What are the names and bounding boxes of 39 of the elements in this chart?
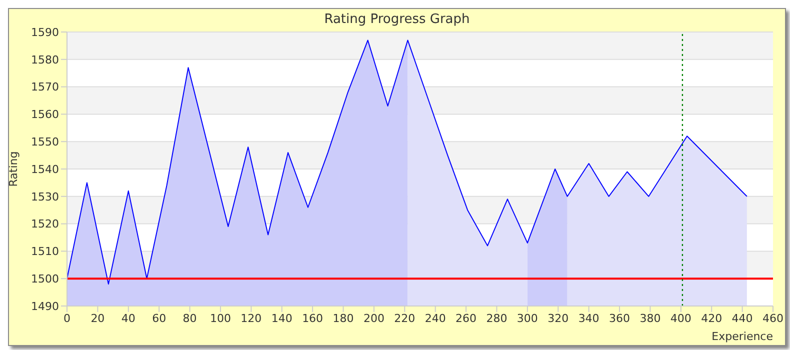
x-tick-label: 400 — [670, 312, 692, 325]
line-series — [67, 40, 748, 285]
x-tick-label: 200 — [363, 312, 384, 325]
x-tick-label: 220 — [394, 312, 416, 325]
x-tick-label: 140 — [271, 312, 292, 325]
y-tick-label: 1530 — [31, 190, 59, 204]
x-tick-label: 380 — [640, 312, 661, 325]
x-tick-label: 360 — [609, 312, 630, 325]
y-tick-label: 1510 — [31, 245, 59, 258]
y-tick-label: 1520 — [31, 218, 59, 231]
x-tick-label: 460 — [762, 312, 784, 325]
x-tick-label: 340 — [578, 312, 600, 325]
y-tick-label: 1560 — [31, 108, 59, 122]
y-tick-label: 1490 — [31, 300, 59, 313]
x-tick-label: 40 — [121, 312, 136, 325]
x-tick-label: 160 — [302, 312, 324, 325]
chart-title: Rating Progress Graph — [324, 12, 470, 27]
x-tick-label: 120 — [240, 312, 262, 325]
x-tick-label: 0 — [64, 312, 70, 325]
x-axis-title: Experience — [712, 330, 774, 343]
x-tick-label: 300 — [516, 312, 538, 325]
y-tick-label: 1590 — [31, 26, 59, 39]
x-tick-label: 20 — [90, 312, 105, 325]
x-tick-label: 80 — [182, 312, 197, 325]
y-tick-label: 1570 — [31, 80, 59, 94]
x-tick-label: 280 — [486, 312, 508, 325]
x-tick-label: 100 — [210, 312, 231, 325]
x-tick-label: 440 — [732, 312, 753, 325]
x-tick-label: 420 — [701, 312, 722, 325]
x-tick-label: 320 — [548, 312, 569, 325]
x-tick-label: 180 — [332, 312, 354, 325]
x-tick-label: 260 — [456, 312, 477, 325]
y-axis-title: Rating — [6, 151, 20, 187]
y-tick-label: 1500 — [31, 272, 59, 286]
y-tick-label: 1580 — [31, 53, 59, 66]
x-tick-label: 240 — [424, 312, 446, 325]
y-tick-label: 1540 — [31, 162, 59, 176]
y-tick-label: 1550 — [31, 136, 59, 149]
x-tick-label: 60 — [152, 312, 166, 325]
